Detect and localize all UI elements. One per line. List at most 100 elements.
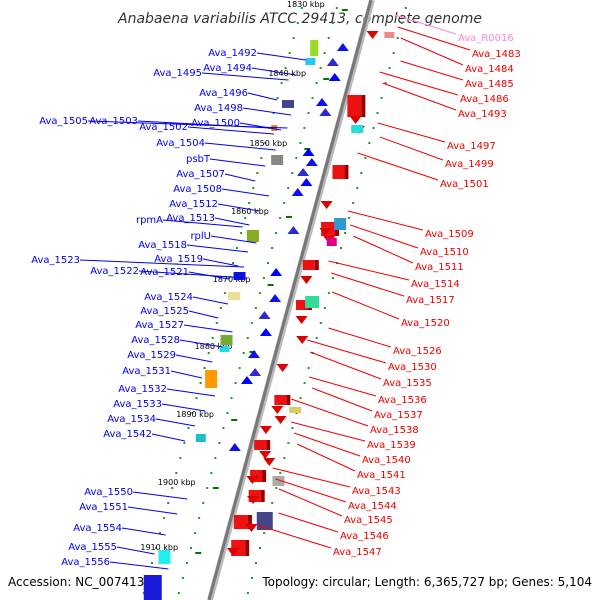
leader-line	[210, 235, 257, 244]
gene-label-left[interactable]: Ava_1498	[194, 103, 243, 114]
leader-line	[247, 92, 278, 101]
gene-label-left[interactable]: Ava_1542	[103, 429, 152, 440]
gene-label-right[interactable]: Ava_1499	[445, 159, 494, 170]
guide-dot	[187, 427, 190, 429]
gene-label-right[interactable]: Ava_1483	[472, 49, 521, 60]
leader-line	[166, 388, 216, 397]
gene-label-left[interactable]: Ava_1496	[199, 88, 248, 99]
gene-label-left[interactable]: Ava_1523	[31, 255, 80, 266]
guide-dot	[272, 112, 275, 114]
gene-label-left[interactable]: Ava_1522	[90, 266, 139, 277]
gene-label-left[interactable]: Ava_1508	[173, 184, 222, 195]
gene-label-right[interactable]: Ava_1536	[378, 395, 427, 406]
gene-label-left[interactable]: Ava_1494	[203, 63, 252, 74]
kbp-label: 1850 kbp	[249, 139, 287, 148]
gene-label-left[interactable]: rpmA	[136, 215, 163, 226]
guide-dot	[392, 52, 395, 54]
gene-label-left[interactable]: Ava_1503	[89, 116, 138, 127]
gene-label-right[interactable]: Ava_1546	[340, 531, 389, 542]
gene-label-left[interactable]: Ava_1519	[154, 254, 203, 265]
gene-label-right[interactable]: Ava_1517	[406, 295, 455, 306]
minus-gene-block	[361, 95, 366, 117]
gene-label-left[interactable]: Ava_1505	[39, 116, 88, 127]
gene-label-left[interactable]: Ava_1529	[127, 350, 176, 361]
gene-label-right[interactable]: Ava_1510	[420, 247, 469, 258]
guide-dot	[236, 247, 239, 249]
guide-dot	[315, 337, 318, 339]
gene-label-right[interactable]: Ava_1514	[411, 279, 460, 290]
gene-label-right[interactable]: Ava_1511	[415, 262, 464, 273]
gene-label-right[interactable]: Ava_R0016	[458, 33, 514, 44]
minus-gene-block	[286, 395, 291, 405]
gene-label-left[interactable]: Ava_1534	[107, 414, 156, 425]
gene-label-left[interactable]: psbT	[186, 154, 211, 165]
gene-label-right[interactable]: Ava_1543	[352, 486, 401, 497]
gene-label-right[interactable]: Ava_1545	[344, 515, 393, 526]
kbp-label: 1900 kbp	[158, 478, 196, 487]
minus-gene-block	[302, 260, 315, 270]
guide-dot	[291, 427, 294, 429]
gene-label-left[interactable]: Ava_1518	[138, 240, 187, 251]
gene-label-right[interactable]: Ava_1540	[362, 455, 411, 466]
guide-dot	[246, 337, 249, 339]
gene-label-left[interactable]: rplU	[190, 231, 211, 242]
leader-line	[379, 71, 459, 96]
gene-label-left[interactable]: Ava_1507	[176, 169, 225, 180]
gene-label-right[interactable]: Ava_1485	[465, 79, 514, 90]
gene-label-left[interactable]: Ava_1500	[191, 118, 240, 129]
gene-label-left[interactable]: Ava_1525	[140, 306, 189, 317]
gene-label-right[interactable]: Ava_1486	[460, 94, 509, 105]
gene-label-right[interactable]: Ava_1541	[357, 470, 406, 481]
gene-label-left[interactable]: Ava_1512	[169, 199, 218, 210]
gene-label-right[interactable]: Ava_1493	[458, 109, 507, 120]
gene-label-left[interactable]: Ava_1495	[153, 68, 202, 79]
guide-dot	[271, 247, 274, 249]
gene-label-left[interactable]: Ava_1551	[79, 502, 128, 513]
gene-label-right[interactable]: Ava_1526	[393, 346, 442, 357]
gene-label-left[interactable]: Ava_1532	[118, 384, 167, 395]
guide-dot	[364, 157, 367, 159]
gene-label-left[interactable]: Ava_1492	[208, 48, 257, 59]
guide-dot	[202, 502, 205, 504]
gene-label-right[interactable]: Ava_1509	[425, 229, 474, 240]
gene-label-left[interactable]: Ava_1554	[73, 523, 122, 534]
gene-label-left[interactable]: Ava_1531	[122, 366, 171, 377]
guide-dot	[388, 67, 391, 69]
leader-line	[179, 339, 223, 348]
guide-dot	[288, 52, 291, 54]
guide-dot	[203, 367, 206, 369]
gene-label-left[interactable]: Ava_1550	[84, 487, 133, 498]
plus-gene-arrow	[300, 178, 313, 186]
guide-dot	[177, 592, 180, 594]
gene-label-right[interactable]: Ava_1501	[440, 179, 489, 190]
gene-label-left[interactable]: Ava_1556	[61, 557, 110, 568]
gene-label-right[interactable]: Ava_1520	[401, 318, 450, 329]
minus-gene-block	[314, 260, 319, 270]
gene-label-right[interactable]: Ava_1539	[367, 440, 416, 451]
leader-line	[116, 546, 155, 555]
gene-label-right[interactable]: Ava_1530	[388, 362, 437, 373]
gene-label-left[interactable]: Ava_1527	[135, 320, 184, 331]
gene-label-right[interactable]: Ava_1537	[374, 410, 423, 421]
gene-label-left[interactable]: Ava_1521	[140, 267, 189, 278]
gene-label-left[interactable]: Ava_1524	[144, 292, 193, 303]
gene-label-right[interactable]: Ava_1547	[333, 547, 382, 558]
plus-gene-arrow	[305, 158, 318, 166]
leader-line	[151, 433, 186, 442]
gene-label-right[interactable]: Ava_1535	[383, 378, 432, 389]
gene-label-left[interactable]: Ava_1528	[131, 335, 180, 346]
leader-line	[350, 224, 419, 249]
gene-label-left[interactable]: Ava_1502	[139, 122, 188, 133]
gene-label-right[interactable]: Ava_1484	[465, 64, 514, 75]
gene-label-right[interactable]: Ava_1544	[348, 501, 397, 512]
gene-label-right[interactable]: Ava_1497	[447, 141, 496, 152]
minus-gene-arrow	[259, 426, 272, 434]
leader-line	[353, 235, 414, 264]
gene-label-left[interactable]: Ava_1504	[156, 138, 205, 149]
gene-label-right[interactable]: Ava_1538	[370, 425, 419, 436]
gene-label-left[interactable]: Ava_1533	[113, 399, 162, 410]
gene-label-left[interactable]: Ava_1555	[68, 542, 117, 553]
guide-dot	[299, 142, 302, 144]
gene-label-left[interactable]: Ava_1513	[166, 213, 215, 224]
